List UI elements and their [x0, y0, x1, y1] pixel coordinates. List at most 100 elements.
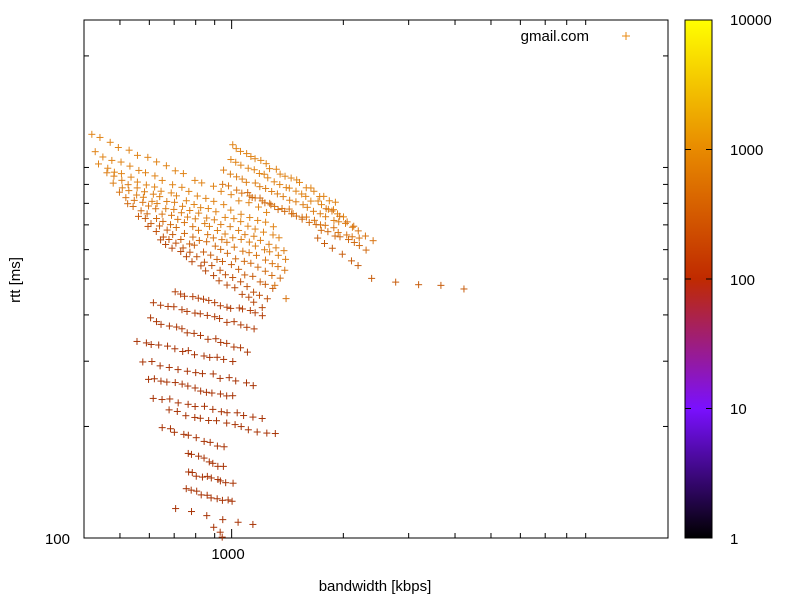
- data-point: [302, 213, 310, 221]
- data-point: [207, 494, 215, 502]
- data-point: [125, 187, 133, 195]
- data-point: [117, 170, 125, 178]
- data-point: [232, 145, 240, 153]
- data-point: [229, 141, 237, 149]
- data-point: [338, 250, 346, 258]
- x-tick-label: 1000: [211, 546, 244, 563]
- data-point: [184, 347, 192, 355]
- data-point: [354, 262, 362, 270]
- data-point: [235, 304, 243, 312]
- data-point: [200, 248, 208, 256]
- data-point: [143, 210, 151, 218]
- data-point: [109, 179, 117, 187]
- data-point: [192, 434, 200, 442]
- data-point: [271, 281, 279, 289]
- data-point: [213, 417, 221, 425]
- data-point: [163, 378, 171, 386]
- data-point: [271, 202, 279, 210]
- data-point: [227, 304, 235, 312]
- data-point: [208, 389, 216, 397]
- data-point: [324, 228, 332, 236]
- data-point: [150, 375, 158, 383]
- data-point: [237, 423, 245, 431]
- data-point: [182, 197, 190, 205]
- data-point: [314, 197, 322, 205]
- data-point: [261, 267, 269, 275]
- data-point: [263, 295, 271, 303]
- data-point: [279, 193, 287, 201]
- data-point: [259, 228, 267, 236]
- data-point: [220, 443, 228, 451]
- data-point: [244, 164, 252, 172]
- data-point: [213, 226, 221, 234]
- data-point: [118, 176, 126, 184]
- data-point: [171, 288, 179, 296]
- data-point: [182, 412, 190, 420]
- data-point: [217, 187, 225, 195]
- data-point: [166, 395, 174, 403]
- data-point: [177, 209, 185, 217]
- colorbar-label-1000: 1000: [730, 142, 763, 159]
- data-point: [181, 292, 189, 300]
- data-point: [318, 201, 326, 209]
- data-point: [158, 424, 166, 432]
- data-point: [124, 181, 132, 189]
- data-point: [179, 347, 187, 355]
- data-point: [208, 262, 216, 270]
- data-point: [216, 528, 224, 536]
- data-point: [251, 155, 259, 163]
- data-point: [202, 388, 210, 396]
- data-point: [312, 221, 320, 229]
- data-point: [209, 182, 217, 190]
- data-point: [157, 320, 165, 328]
- data-point: [223, 392, 231, 400]
- data-point: [153, 200, 161, 208]
- data-point: [141, 169, 149, 177]
- data-point: [310, 187, 318, 195]
- data-point: [221, 271, 229, 279]
- data-point: [221, 230, 229, 238]
- data-point: [204, 205, 212, 213]
- data-point: [179, 170, 187, 178]
- data-point: [229, 392, 237, 400]
- data-point: [227, 156, 235, 164]
- data-point: [196, 310, 204, 318]
- data-point: [156, 193, 164, 201]
- data-point: [144, 153, 152, 161]
- data-point: [210, 272, 218, 280]
- data-point: [174, 399, 182, 407]
- data-point: [133, 151, 141, 159]
- data-point: [212, 208, 220, 216]
- data-point: [227, 261, 235, 269]
- data-point: [229, 234, 237, 242]
- data-point: [348, 233, 356, 241]
- data-point: [216, 374, 224, 382]
- data-point: [153, 158, 161, 166]
- data-point: [219, 462, 227, 470]
- data-point: [276, 274, 284, 282]
- data-point: [334, 228, 342, 236]
- data-point: [197, 491, 205, 499]
- data-point: [255, 291, 263, 299]
- data-point: [145, 375, 153, 383]
- data-point: [203, 311, 211, 319]
- data-point: [151, 172, 159, 180]
- data-point: [174, 215, 182, 223]
- data-point: [96, 133, 104, 141]
- data-point: [156, 362, 164, 370]
- data-point: [256, 183, 264, 191]
- data-point: [249, 382, 257, 390]
- data-point: [362, 246, 370, 254]
- data-point: [331, 198, 339, 206]
- data-point: [246, 214, 254, 222]
- data-point: [263, 208, 271, 216]
- data-point: [202, 267, 210, 275]
- data-point: [203, 472, 211, 480]
- data-point: [200, 258, 208, 266]
- data-point: [243, 150, 251, 158]
- data-point: [246, 306, 254, 314]
- data-point: [178, 306, 186, 314]
- data-point: [193, 192, 201, 200]
- data-point: [210, 216, 218, 224]
- data-point: [231, 421, 239, 429]
